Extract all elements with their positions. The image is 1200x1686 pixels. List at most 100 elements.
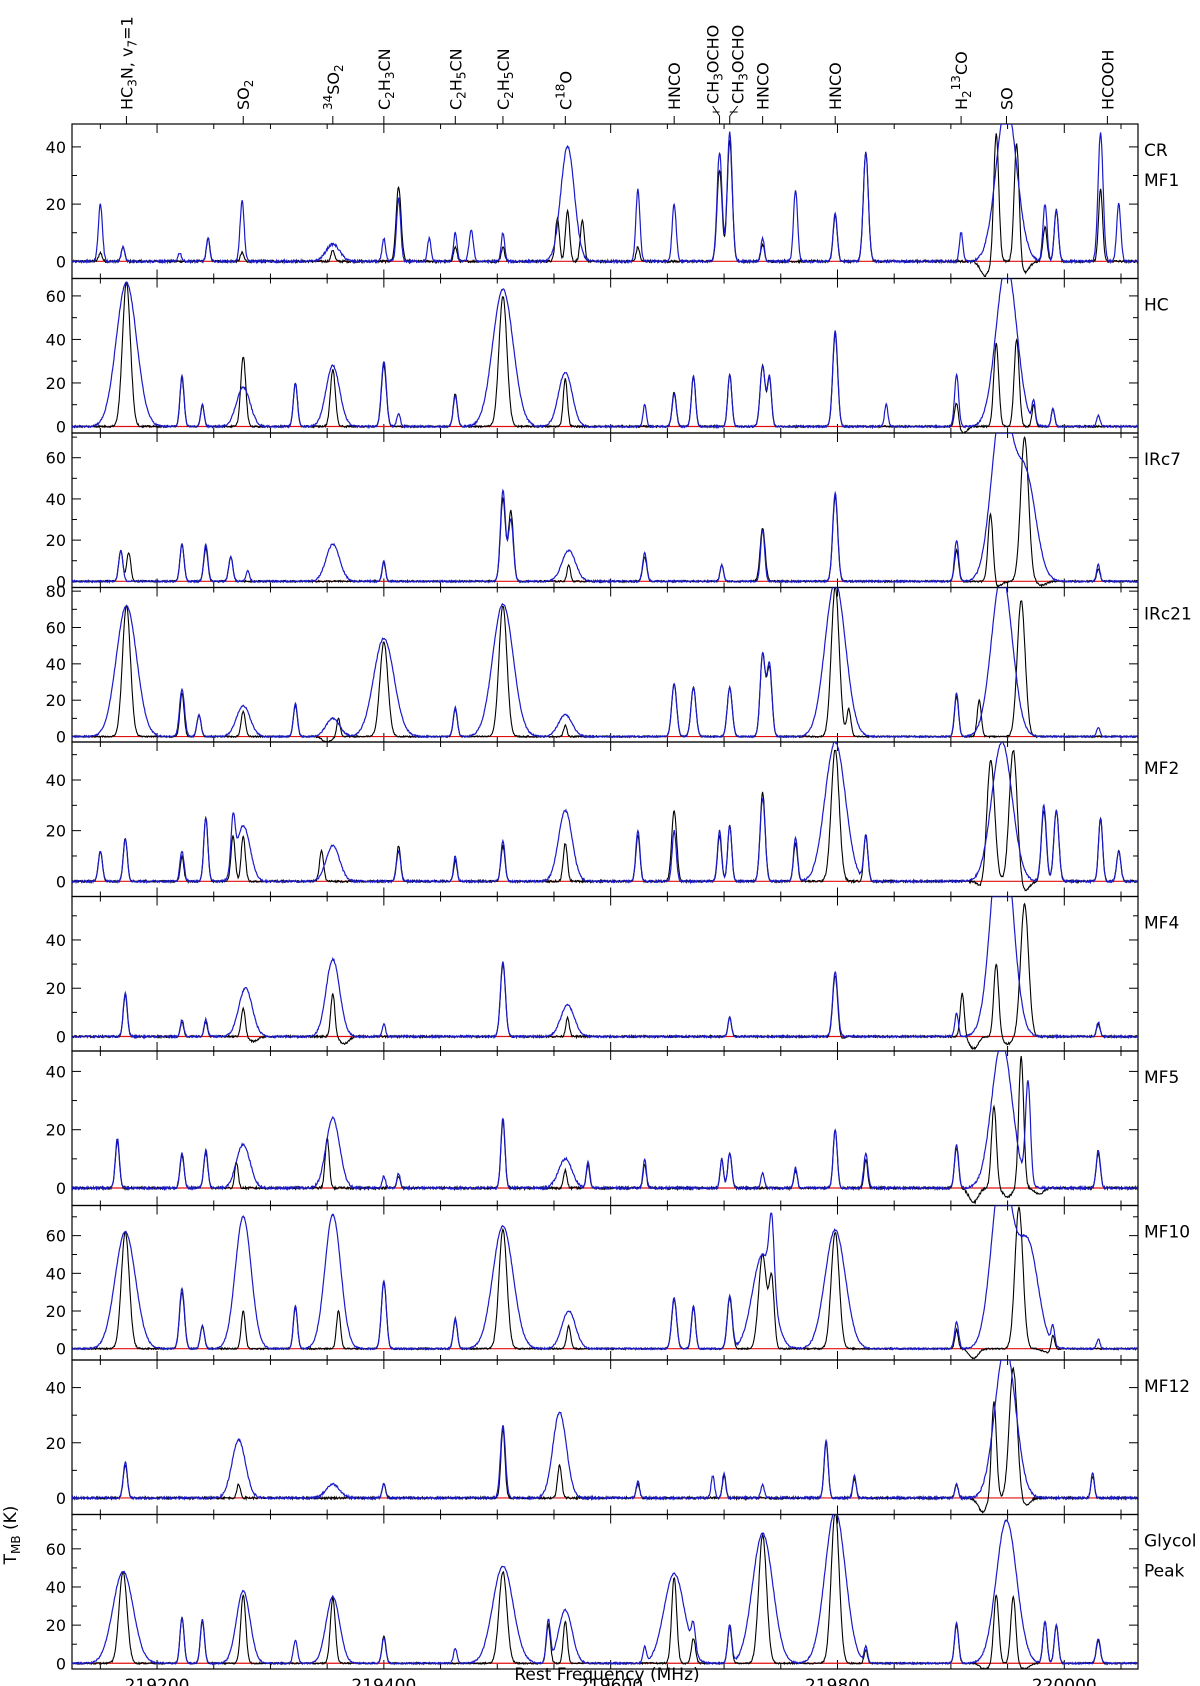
- line-id-8: CH3OCHO: [704, 25, 726, 124]
- y-tick-label: 80: [46, 582, 66, 601]
- line-id-10: HNCO: [754, 62, 773, 124]
- y-tick-label: 20: [46, 195, 66, 214]
- y-tick-label: 0: [56, 252, 66, 271]
- y-tick-label: 60: [46, 449, 66, 468]
- model-spectrum: [72, 1051, 1138, 1192]
- y-tick-label: 40: [46, 1379, 66, 1398]
- line-id-1: SO2: [234, 80, 256, 124]
- observed-spectrum: [72, 1366, 1138, 1514]
- y-tick-label: 0: [56, 1179, 66, 1198]
- y-tick-label: 20: [46, 374, 66, 393]
- observed-spectrum: [72, 1206, 1138, 1360]
- panel-frame: [71, 123, 1139, 280]
- panel-mf10: 0 20 40 60 MF10: [46, 1204, 1190, 1361]
- line-id-14: HCOOH: [1098, 50, 1117, 124]
- y-tick-label: 60: [46, 618, 66, 637]
- svg-text:C2H5CN: C2H5CN: [494, 48, 516, 110]
- y-tick-label: 0: [56, 1028, 66, 1047]
- svg-text:HNCO: HNCO: [754, 62, 773, 110]
- line-id-5: C2H5CN: [494, 48, 516, 124]
- y-tick-label: 0: [56, 872, 66, 891]
- svg-text:CH3OCHO: CH3OCHO: [729, 25, 751, 104]
- x-axis: 219200 219400 219600 219800 220000: [125, 1676, 1097, 1686]
- panel-frame: [71, 1050, 1139, 1207]
- panel-frame: [71, 432, 1139, 589]
- y-tick-label: 40: [46, 330, 66, 349]
- panel-name: MF10: [1144, 1223, 1190, 1243]
- model-spectrum: [72, 1514, 1138, 1666]
- panel-cr: 0 20 40 CR MF1: [46, 123, 1179, 280]
- panel-mf2: 0 20 40 MF2: [46, 741, 1179, 898]
- panel-name: Glycol: [1144, 1532, 1196, 1552]
- line-id-7: HNCO: [665, 62, 684, 124]
- line-id-4: C2H5CN: [446, 48, 468, 124]
- model-spectrum: [72, 587, 1138, 739]
- line-id-2: 34SO2: [321, 64, 346, 124]
- panel-irc21: 0 20 40 60 80 IRc21: [46, 582, 1192, 746]
- y-tick-label: 60: [46, 1540, 66, 1559]
- x-axis-label: Rest Frequency (MHz): [514, 1665, 699, 1685]
- model-spectrum: [72, 896, 1138, 1040]
- y-tick-label: 0: [56, 572, 66, 591]
- model-spectrum: [72, 1205, 1138, 1351]
- line-identification-labels: HC3N, v7=1 SO2 34SO2 C2H3CN C2H5CN C2H5CN C18O…: [117, 16, 1117, 124]
- model-spectrum: [72, 742, 1138, 885]
- panel-name-2: Peak: [1144, 1562, 1185, 1582]
- panel-name: IRc21: [1144, 605, 1192, 625]
- y-tick-label: 0: [56, 1340, 66, 1359]
- line-id-13: SO: [997, 87, 1016, 124]
- line-id-9: CH3OCHO: [729, 25, 751, 124]
- svg-text:34SO2: 34SO2: [321, 64, 346, 110]
- panel-name-2: MF1: [1144, 171, 1179, 191]
- panel-name: HC: [1144, 296, 1169, 316]
- observed-spectrum: [72, 587, 1138, 742]
- x-tick-label: 219400: [351, 1676, 416, 1686]
- y-tick-label: 40: [46, 655, 66, 674]
- model-spectrum: [72, 1360, 1138, 1502]
- line-id-6: C18O: [553, 71, 575, 124]
- model-spectrum: [72, 124, 1138, 265]
- x-tick-label: 219800: [805, 1676, 870, 1686]
- y-tick-label: 0: [56, 728, 66, 747]
- svg-text:SO2: SO2: [234, 80, 256, 110]
- svg-text:CH3OCHO: CH3OCHO: [704, 25, 726, 104]
- y-tick-label: 40: [46, 138, 66, 157]
- panel-name: MF5: [1144, 1068, 1179, 1088]
- observed-spectrum: [72, 1056, 1138, 1205]
- panel-name: IRc7: [1144, 450, 1181, 470]
- model-spectrum: [72, 433, 1138, 584]
- svg-text:C2H3CN: C2H3CN: [375, 48, 397, 110]
- line-id-0: HC3N, v7=1: [117, 16, 139, 124]
- panel-name: MF2: [1144, 759, 1179, 779]
- panel-name: MF12: [1144, 1377, 1190, 1397]
- y-tick-label: 40: [46, 490, 66, 509]
- panel-frame: [71, 586, 1139, 743]
- x-tick-label: 219200: [125, 1676, 190, 1686]
- line-id-11: HNCO: [826, 62, 845, 124]
- svg-text:HNCO: HNCO: [826, 62, 845, 110]
- panel-frame: [71, 895, 1139, 1052]
- y-tick-label: 40: [46, 1062, 66, 1081]
- svg-text:SO: SO: [997, 87, 1016, 110]
- svg-text:HNCO: HNCO: [665, 62, 684, 110]
- y-tick-label: 0: [56, 1489, 66, 1508]
- y-tick-label: 20: [46, 822, 66, 841]
- y-tick-label: 60: [46, 1227, 66, 1246]
- panel-mf5: 0 20 40 MF5: [46, 1050, 1179, 1207]
- y-tick-label: 20: [46, 1121, 66, 1140]
- observed-spectrum: [72, 133, 1138, 278]
- panel-name: CR: [1144, 141, 1168, 161]
- y-tick-label: 20: [46, 691, 66, 710]
- observed-spectrum: [72, 435, 1138, 588]
- y-axis-label: TMB (K): [1, 1506, 23, 1566]
- panel-frame: [71, 1513, 1139, 1670]
- y-tick-label: 20: [46, 531, 66, 550]
- y-tick-label: 40: [46, 771, 66, 790]
- line-id-3: C2H3CN: [375, 48, 397, 124]
- panel-name: MF4: [1144, 914, 1179, 934]
- svg-text:C18O: C18O: [553, 71, 575, 110]
- panel-mf12: 0 20 40 MF12: [46, 1359, 1190, 1516]
- observed-spectrum: [72, 280, 1138, 433]
